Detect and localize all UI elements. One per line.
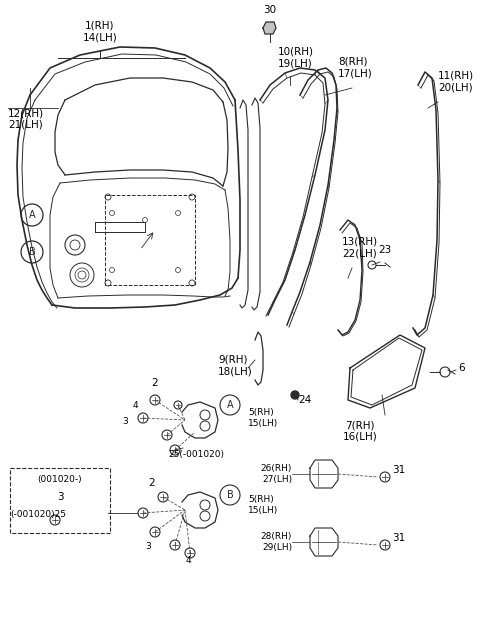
Text: 30: 30 [264, 5, 276, 15]
Text: 4: 4 [185, 556, 191, 565]
Text: 13(RH)
22(LH): 13(RH) 22(LH) [342, 236, 378, 258]
Text: A: A [227, 400, 233, 410]
Text: 25(-001020): 25(-001020) [168, 450, 224, 460]
Text: 1(RH)
14(LH): 1(RH) 14(LH) [83, 20, 118, 42]
Text: 4: 4 [132, 400, 138, 410]
Text: A: A [29, 210, 36, 220]
Text: 2: 2 [152, 378, 158, 388]
Text: B: B [29, 247, 36, 257]
Text: 8(RH)
17(LH): 8(RH) 17(LH) [338, 56, 373, 78]
Text: (-001020)25: (-001020)25 [10, 510, 66, 520]
Text: 7(RH)
16(LH): 7(RH) 16(LH) [343, 420, 377, 442]
Text: 3: 3 [122, 418, 128, 426]
Text: 31: 31 [392, 533, 405, 543]
Text: 6: 6 [458, 363, 465, 373]
Text: 5(RH)
15(LH): 5(RH) 15(LH) [248, 408, 278, 428]
Text: (001020-): (001020-) [38, 475, 82, 484]
Text: B: B [227, 490, 233, 500]
Circle shape [291, 391, 299, 399]
Text: 9(RH)
18(LH): 9(RH) 18(LH) [218, 355, 253, 376]
Text: 3: 3 [145, 542, 151, 551]
Text: 10(RH)
19(LH): 10(RH) 19(LH) [278, 46, 314, 68]
Text: 23: 23 [378, 245, 391, 255]
Text: 12(RH)
21(LH): 12(RH) 21(LH) [8, 108, 44, 130]
Text: 26(RH)
27(LH): 26(RH) 27(LH) [261, 465, 292, 484]
Text: 24: 24 [298, 395, 311, 405]
Text: 2: 2 [149, 478, 156, 488]
Text: 28(RH)
29(LH): 28(RH) 29(LH) [261, 532, 292, 552]
Text: 31: 31 [392, 465, 405, 475]
Text: 11(RH)
20(LH): 11(RH) 20(LH) [438, 70, 474, 92]
Text: 3: 3 [57, 492, 63, 502]
Polygon shape [263, 22, 276, 34]
Text: 5(RH)
15(LH): 5(RH) 15(LH) [248, 495, 278, 515]
